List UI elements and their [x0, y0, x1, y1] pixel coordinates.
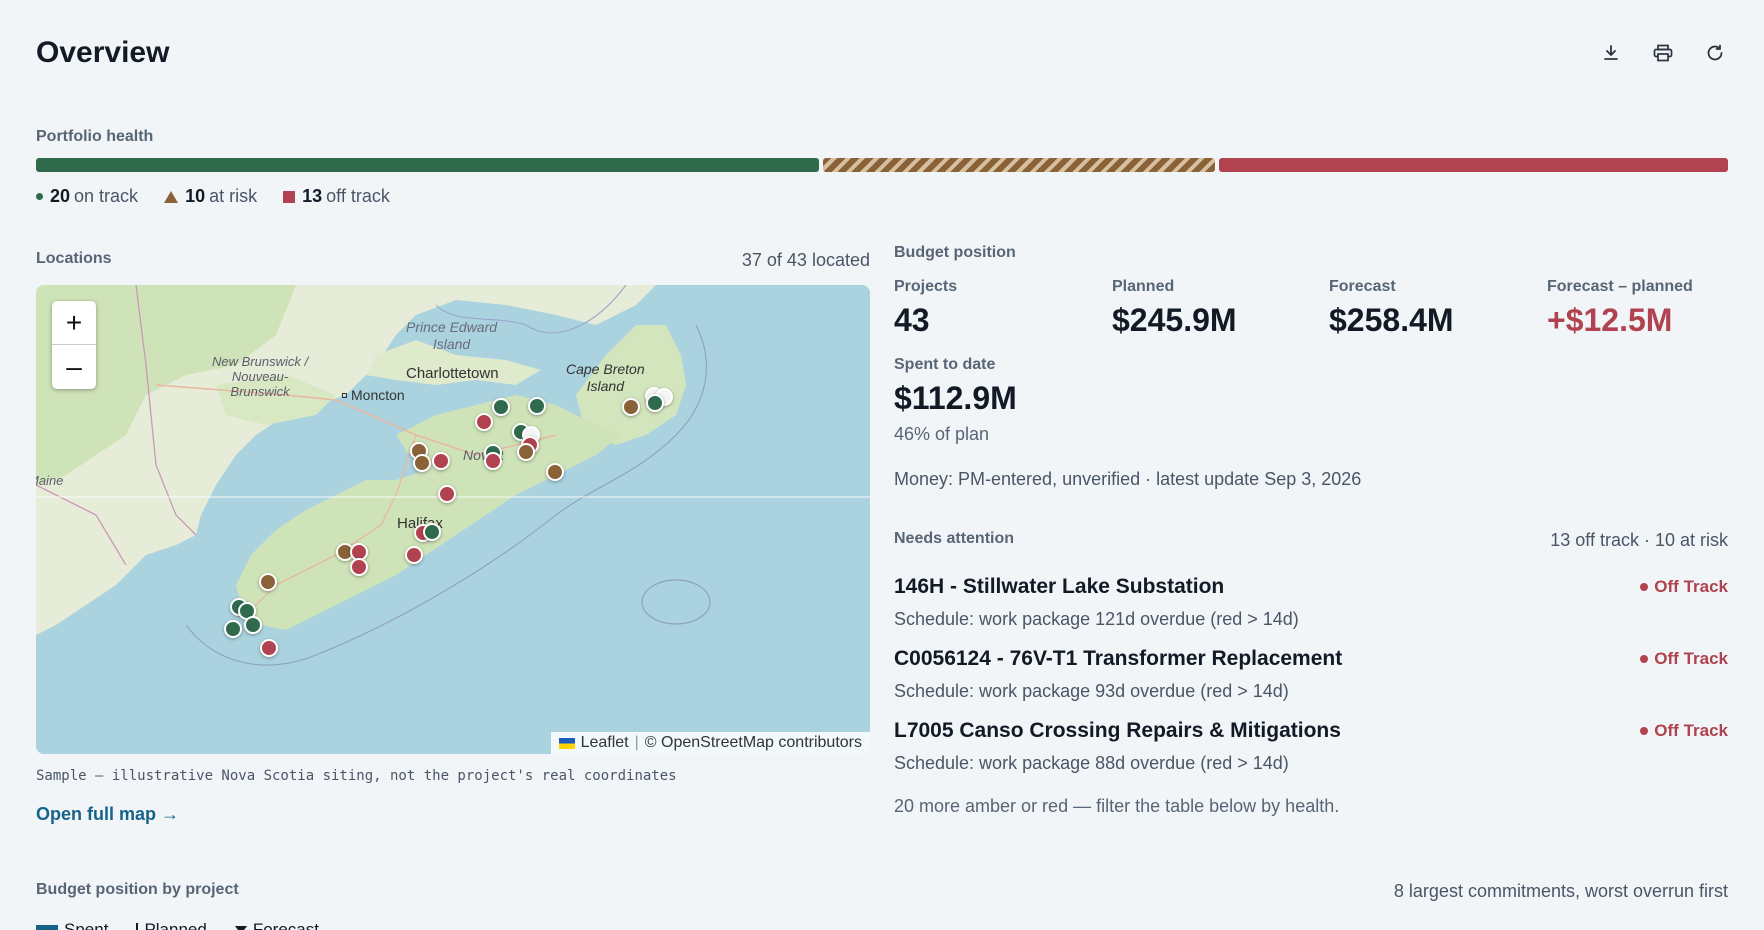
map-marker[interactable] [475, 413, 493, 431]
kpi-forecast-minus-planned: Forecast – planned +$12.5M [1547, 278, 1693, 338]
map-marker[interactable] [224, 620, 242, 638]
needs-attention-more: 20 more amber or red — filter the table … [894, 796, 1340, 816]
ukraine-flag-icon [558, 737, 575, 749]
map-label-maine: Maine [36, 473, 64, 488]
map-attribution: Leaflet | © OpenStreetMap contributors [550, 732, 870, 754]
legend-spent: Spent [36, 920, 108, 930]
locations-map[interactable]: Prince Edward Island Charlottetown New Br… [36, 285, 870, 754]
map-label-cape-breton: Cape Breton Island [566, 361, 645, 394]
attribution-separator: | [634, 734, 639, 751]
map-markers [36, 285, 870, 754]
legend-planned: Planned [136, 920, 207, 930]
toolbar [1598, 40, 1728, 66]
legend-off-track: 13 off track [283, 186, 390, 207]
attention-item[interactable]: C0056124 - 76V-T1 Transformer Replacemen… [894, 647, 1728, 702]
needs-attention-count: 13 off track · 10 at risk [1550, 530, 1728, 550]
budget-position-label: Budget position [894, 244, 1016, 261]
status-badge: Off Track [1640, 721, 1728, 741]
map-marker[interactable] [259, 573, 277, 591]
needs-attention-label: Needs attention [894, 530, 1015, 547]
refresh-button[interactable] [1702, 40, 1728, 66]
map-marker[interactable] [244, 616, 262, 634]
osm-attribution-link[interactable]: © OpenStreetMap contributors [644, 734, 862, 751]
budget-by-project-legend: Spent Planned Forecast [36, 920, 319, 930]
off-track-square-icon [283, 190, 296, 203]
at-risk-triangle-icon [164, 190, 179, 203]
legend-on-track: 20 on track [36, 186, 138, 207]
attention-item-reason: Schedule: work package 121d overdue (red… [894, 609, 1299, 629]
map-marker[interactable] [492, 398, 510, 416]
attention-item[interactable]: L7005 Canso Crossing Repairs & Mitigatio… [894, 719, 1728, 774]
map-label-charlottetown: Charlottetown [406, 365, 499, 382]
attention-item-title[interactable]: L7005 Canso Crossing Repairs & Mitigatio… [894, 719, 1341, 742]
budget-by-project-note: 8 largest commitments, worst overrun fir… [1393, 881, 1728, 901]
legend-forecast: Forecast [234, 920, 319, 930]
status-dot-icon [1640, 583, 1649, 591]
kpi-spent-to-date: Spent to date $112.9M [894, 356, 1017, 416]
money-source-note: Money: PM-entered, unverified · latest u… [894, 469, 1362, 489]
print-button[interactable] [1650, 40, 1676, 66]
map-marker[interactable] [438, 485, 456, 503]
zoom-out-button[interactable]: – [66, 351, 82, 382]
map-marker[interactable] [484, 452, 502, 470]
locations-count: 37 of 43 located [741, 250, 870, 270]
map-zoom-control: + – [52, 301, 96, 389]
zoom-in-button[interactable]: + [52, 301, 96, 345]
spent-percent-of-plan: 46% of plan [894, 424, 990, 444]
health-segment-off-track [1218, 158, 1728, 172]
map-marker[interactable] [646, 394, 664, 412]
map-marker[interactable] [423, 523, 441, 541]
health-segment-on-track [36, 158, 820, 172]
map-marker[interactable] [528, 397, 546, 415]
download-icon [1604, 45, 1618, 60]
legend-at-risk: 10 at risk [164, 186, 257, 207]
print-icon [1653, 44, 1673, 62]
map-marker[interactable] [517, 443, 535, 461]
status-badge: Off Track [1640, 577, 1728, 597]
kpi-forecast: Forecast $258.4M [1329, 278, 1454, 338]
leaflet-link[interactable]: Leaflet [580, 734, 629, 751]
status-badge: Off Track [1640, 649, 1728, 669]
health-legend: 20 on track 10 at risk 13 off track [36, 186, 390, 207]
open-full-map-link[interactable]: Open full map → [36, 804, 180, 824]
map-marker[interactable] [622, 398, 640, 416]
on-track-dot-icon [36, 193, 43, 200]
map-marker[interactable] [546, 463, 564, 481]
map-label-new-brunswick: New Brunswick / Nouveau- Brunswick [212, 354, 309, 399]
budget-by-project-label: Budget position by project [36, 881, 239, 898]
download-button[interactable] [1598, 40, 1624, 66]
map-marker[interactable] [432, 452, 450, 470]
locations-label: Locations [36, 250, 112, 267]
attention-item-title[interactable]: 146H - Stillwater Lake Substation [894, 575, 1225, 598]
attention-item-title[interactable]: C0056124 - 76V-T1 Transformer Replacemen… [894, 647, 1343, 670]
kpi-planned: Planned $245.9M [1112, 278, 1237, 338]
health-segment-at-risk [823, 158, 1215, 172]
attention-item-reason: Schedule: work package 93d overdue (red … [894, 681, 1289, 701]
map-marker[interactable] [350, 558, 368, 576]
kpi-projects: Projects 43 [894, 278, 958, 338]
forecast-marker-icon [234, 926, 247, 930]
planned-tick-icon [136, 923, 139, 930]
status-dot-icon [1640, 655, 1649, 663]
attention-item-reason: Schedule: work package 88d overdue (red … [894, 753, 1289, 773]
spent-swatch-icon [36, 925, 58, 930]
map-marker[interactable] [260, 639, 278, 657]
map-label-moncton: Moncton [342, 387, 405, 403]
map-sample-note: Sample — illustrative Nova Scotia siting… [36, 768, 677, 784]
portfolio-health-bar [36, 158, 1728, 172]
status-dot-icon [1640, 727, 1649, 735]
attention-item[interactable]: 146H - Stillwater Lake Substation Schedu… [894, 575, 1728, 630]
refresh-icon [1707, 44, 1723, 61]
page-title: Overview [36, 36, 170, 69]
map-marker[interactable] [405, 546, 423, 564]
portfolio-health-label: Portfolio health [36, 128, 154, 145]
map-marker[interactable] [413, 454, 431, 472]
map-label-pei: Prince Edward Island [406, 319, 498, 352]
